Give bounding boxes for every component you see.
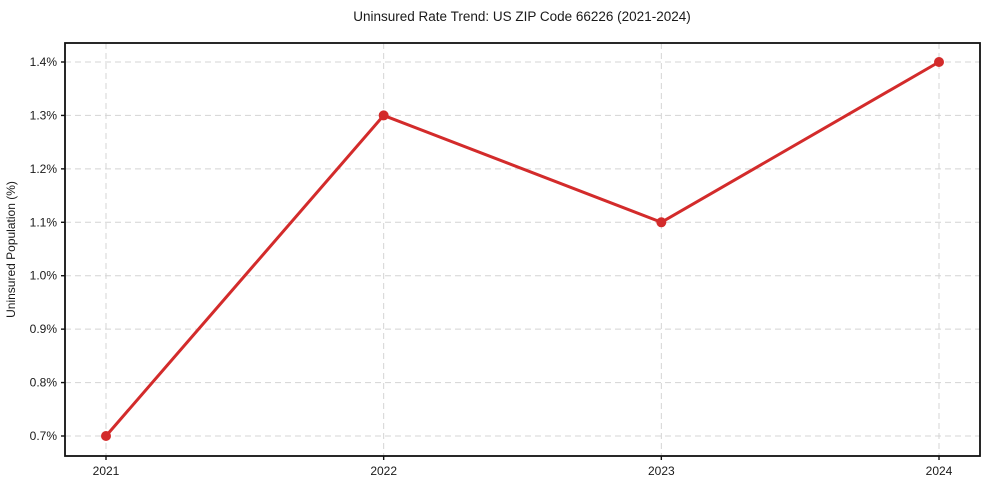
chart-title: Uninsured Rate Trend: US ZIP Code 66226 …: [353, 9, 690, 24]
grid-layer: [65, 43, 980, 456]
data-point-marker: [101, 431, 111, 441]
plot-border: [64, 42, 981, 457]
x-tick-label: 2022: [370, 464, 397, 478]
data-point-marker: [378, 110, 389, 121]
y-tick-label: 1.1%: [30, 215, 58, 229]
x-tick-label: 2024: [926, 464, 953, 478]
y-tick-label: 1.3%: [30, 108, 58, 122]
y-tick-label: 1.4%: [30, 55, 58, 69]
y-tick-label: 0.8%: [30, 376, 58, 390]
trend-line: [104, 60, 941, 438]
x-tick-label: 2023: [648, 464, 675, 478]
data-point-marker: [934, 57, 944, 67]
axis-layer: 0.7% 0.8% 0.9% 1.0% 1.1% 1.2% 1.3% 1.4% 2021 2022…: [30, 42, 981, 478]
x-tick-label: 2021: [93, 464, 120, 478]
y-tick-label: 0.9%: [30, 322, 58, 336]
y-tick-label: 0.7%: [30, 429, 58, 443]
y-axis-title: Uninsured Population (%): [4, 181, 18, 318]
data-point-marker: [656, 217, 667, 228]
series-layer: [101, 57, 944, 441]
y-tick-label: 1.2%: [30, 162, 58, 176]
y-tick-label: 1.0%: [30, 269, 58, 283]
